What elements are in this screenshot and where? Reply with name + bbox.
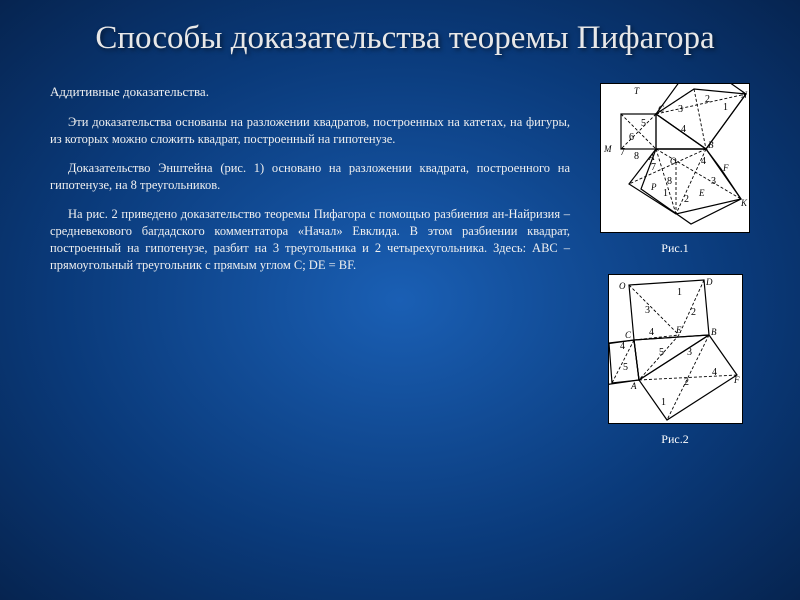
svg-text:4: 4 (649, 327, 654, 338)
svg-text:6: 6 (629, 132, 634, 143)
svg-text:T: T (634, 86, 640, 96)
figure-column: M A C B N T O F K P E 1 (590, 83, 760, 457)
svg-text:3: 3 (687, 347, 692, 358)
svg-text:7: 7 (651, 162, 656, 173)
svg-text:B: B (711, 327, 717, 337)
svg-text:C: C (625, 330, 632, 340)
svg-text:4: 4 (701, 156, 706, 167)
svg-text:C: C (658, 104, 665, 114)
svg-text:4: 4 (620, 341, 625, 352)
paragraph-2: Доказательство Энштейна (рис. 1) основан… (50, 160, 570, 194)
svg-text:2: 2 (684, 194, 689, 205)
svg-text:O: O (619, 281, 626, 291)
svg-text:3: 3 (678, 104, 683, 115)
svg-text:2: 2 (705, 94, 710, 105)
slide-title: Способы доказательства теоремы Пифагора (50, 20, 760, 58)
svg-text:P: P (650, 182, 657, 192)
content-row: Аддитивные доказательства. Эти доказател… (50, 83, 760, 457)
svg-text:E: E (675, 325, 682, 335)
svg-text:5: 5 (641, 118, 646, 129)
svg-text:A: A (648, 152, 655, 162)
svg-text:1: 1 (661, 397, 666, 408)
svg-text:1: 1 (677, 287, 682, 298)
svg-text:E: E (698, 188, 705, 198)
svg-text:D: D (705, 277, 713, 287)
svg-text:3: 3 (711, 176, 716, 187)
figure-1-caption: Рис.1 (661, 241, 688, 256)
svg-text:M: M (603, 144, 612, 154)
text-column: Аддитивные доказательства. Эти доказател… (50, 83, 570, 457)
svg-text:A: A (630, 381, 637, 391)
svg-text:B: B (708, 140, 714, 150)
subtitle: Аддитивные доказательства. (50, 83, 570, 101)
svg-text:N: N (740, 90, 748, 100)
svg-text:8: 8 (667, 176, 672, 187)
svg-text:K: K (740, 198, 748, 208)
svg-text:F: F (722, 163, 729, 173)
svg-text:1: 1 (723, 102, 728, 113)
svg-text:5: 5 (659, 347, 664, 358)
svg-text:5: 5 (623, 362, 628, 373)
svg-text:4: 4 (681, 124, 686, 135)
svg-text:3: 3 (645, 305, 650, 316)
svg-text:4: 4 (712, 367, 717, 378)
svg-text:8: 8 (634, 151, 639, 162)
svg-text:O: O (670, 156, 677, 166)
svg-text:2: 2 (684, 377, 689, 388)
svg-text:1: 1 (663, 188, 668, 199)
figure-2: O D C B A E F 1 2 3 4 5 4 (608, 274, 743, 424)
svg-text:7: 7 (620, 147, 625, 158)
svg-text:2: 2 (691, 307, 696, 318)
paragraph-3: На рис. 2 приведено доказательство теоре… (50, 206, 570, 274)
paragraph-1: Эти доказательства основаны на разложени… (50, 114, 570, 148)
figure-2-caption: Рис.2 (661, 432, 688, 447)
figure-1: M A C B N T O F K P E 1 (600, 83, 750, 233)
svg-text:F: F (733, 375, 740, 385)
